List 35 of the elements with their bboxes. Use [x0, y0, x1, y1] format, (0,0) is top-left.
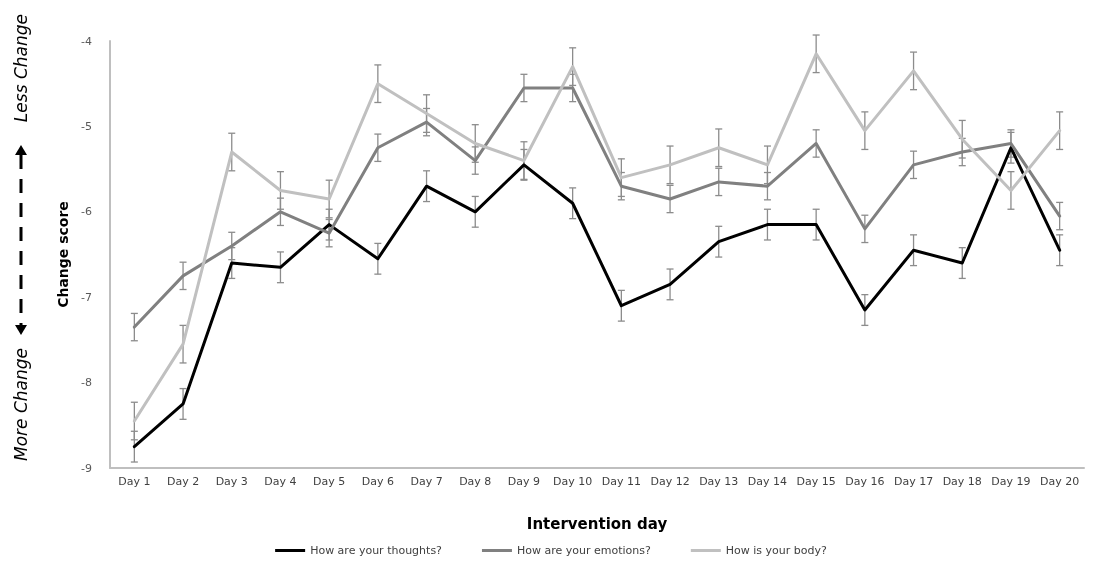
x-tick-label: Day 17 — [893, 475, 934, 488]
x-tick-label: Day 8 — [459, 475, 492, 488]
x-tick-label: Day 3 — [215, 475, 248, 488]
y-tick-label: -8 — [81, 376, 92, 390]
x-tick-label: Day 6 — [361, 475, 394, 488]
text: Less Change — [10, 13, 31, 123]
text: More Change — [10, 347, 31, 462]
x-tick-label: Day 14 — [747, 475, 788, 488]
x-tick-label: Day 18 — [942, 475, 982, 488]
x-tick-label: Day 16 — [845, 475, 885, 488]
y-tick-label: -7 — [81, 290, 92, 304]
x-tick-label: Day 9 — [507, 475, 541, 488]
legend-label: How are your emotions? — [516, 544, 651, 557]
x-tick-label: Day 10 — [553, 475, 593, 488]
x-tick-label: Day 15 — [796, 475, 836, 488]
legend-label: How is your body? — [725, 544, 828, 557]
x-tick-label: Day 1 — [118, 475, 151, 488]
y-tick-label: -9 — [81, 461, 92, 475]
y-tick-label: -6 — [81, 205, 92, 219]
x-tick-label: Day 4 — [264, 475, 297, 488]
line-series — [132, 52, 1062, 423]
y-axis-title: Change score — [55, 201, 72, 308]
line-series — [132, 146, 1062, 449]
x-axis-title: Intervention day — [526, 514, 668, 533]
y-tick-label: -4 — [81, 34, 92, 48]
x-tick-label: Day 12 — [650, 475, 690, 488]
x-tick-label: Day 11 — [601, 475, 641, 488]
legend-label: How are your thoughts? — [310, 544, 443, 557]
x-tick-label: Day 20 — [1040, 475, 1080, 488]
x-tick-label: Day 5 — [313, 475, 346, 488]
x-tick-label: Day 2 — [166, 475, 200, 488]
y-tick-label: -5 — [81, 119, 92, 133]
x-tick-label: Day 7 — [410, 475, 443, 488]
x-tick-label: Day 19 — [991, 475, 1031, 488]
x-tick-label: Day 13 — [699, 475, 739, 488]
